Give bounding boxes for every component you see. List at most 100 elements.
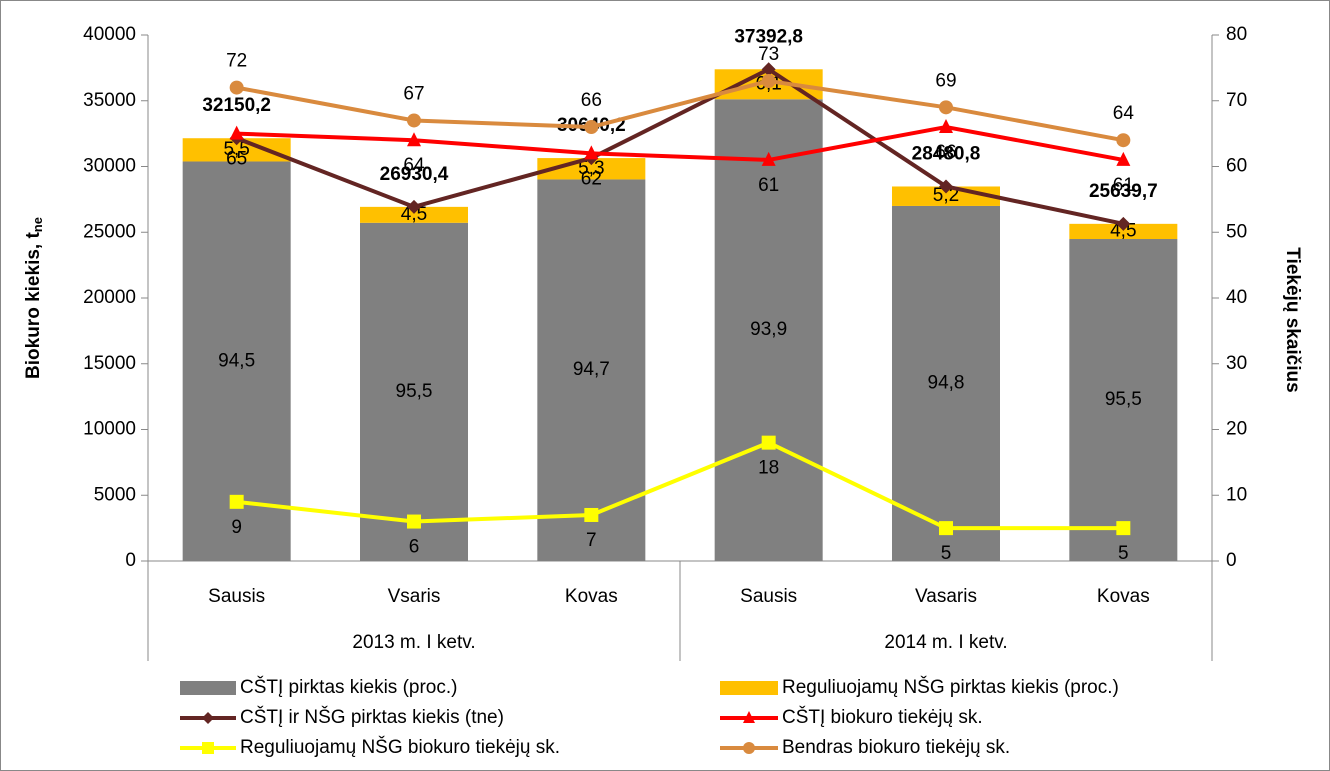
y-tick-label: 35000 (83, 90, 136, 111)
line-marker (1116, 521, 1131, 536)
bar-label: 5,3 (578, 158, 604, 179)
line-label: 9 (231, 517, 242, 538)
line-marker (229, 80, 244, 95)
line-label: 5 (1118, 543, 1129, 564)
line-marker (407, 132, 421, 147)
x-tick-label: Kovas (565, 586, 618, 607)
legend-marker (202, 712, 214, 724)
legend-swatch (720, 681, 778, 695)
line-series (236, 440, 1124, 531)
bar-label: 94,7 (573, 359, 610, 380)
x-tick-label: Sausis (208, 586, 265, 607)
x-tick-label: Kovas (1097, 586, 1150, 607)
legend-label: Bendras biokuro tiekėjų sk. (782, 737, 1010, 758)
y-tick-label: 25000 (83, 221, 136, 242)
bar-label: 4,5 (401, 204, 427, 225)
legend-label: CŠTĮ pirktas kiekis (proc.) (240, 676, 457, 698)
line-label: 61 (1113, 175, 1134, 196)
legend-swatch (180, 681, 236, 695)
line-series (235, 67, 1124, 226)
legend-marker (743, 711, 755, 723)
line-label: 28480,8 (912, 143, 981, 164)
line-marker (761, 151, 776, 166)
bar-label: 94,5 (218, 350, 255, 371)
line-marker (407, 113, 421, 128)
line-label: 69 (935, 70, 956, 91)
line-marker (939, 179, 953, 194)
bar-label: 95,5 (1105, 389, 1142, 410)
line-series (236, 125, 1124, 162)
line-label: 64 (403, 155, 425, 176)
y2-tick-label: 0 (1226, 550, 1237, 571)
line-marker (229, 125, 244, 140)
line-label: 73 (758, 44, 779, 65)
line-marker (939, 521, 953, 536)
bar-label: 4,5 (1110, 220, 1136, 241)
line-label: 7 (586, 530, 597, 551)
line-series (236, 79, 1124, 143)
bar-segment (182, 161, 291, 561)
legend-label: Reguliuojamų NŠG pirktas kiekis (proc.) (782, 676, 1119, 698)
y2-tick-label: 50 (1226, 221, 1247, 242)
line-label: 37392,8 (734, 26, 803, 47)
line-label: 61 (758, 175, 779, 196)
legend-label: Reguliuojamų NŠG biokuro tiekėjų sk. (240, 736, 560, 758)
legend-marker (202, 742, 214, 754)
line-label: 26930,4 (380, 164, 449, 185)
y-tick-label: 5000 (94, 484, 136, 505)
line-label: 66 (935, 142, 956, 163)
line-marker (584, 507, 599, 522)
line-marker (1116, 216, 1131, 231)
line-marker (761, 435, 776, 450)
y2-tick-label: 30 (1226, 353, 1247, 374)
y-tick-label: 20000 (83, 287, 136, 308)
y-axis-title-sub: ne (30, 217, 45, 232)
bar-label: 94,8 (928, 372, 965, 393)
line-marker (407, 199, 421, 214)
bar-segment (360, 206, 468, 223)
line-label: 6 (409, 537, 420, 558)
y2-tick-label: 70 (1226, 90, 1247, 111)
line-label: 66 (581, 90, 602, 111)
bar-segment (537, 179, 646, 562)
bar-segment (1069, 239, 1178, 561)
bar-label: 93,9 (750, 319, 787, 340)
group-label: 2013 m. I ketv. (352, 632, 475, 653)
line-label: 5 (941, 543, 952, 564)
y-tick-label: 15000 (83, 353, 136, 374)
y-tick-label: 10000 (83, 419, 136, 440)
y2-tick-label: 60 (1226, 156, 1247, 177)
y2-tick-label: 40 (1226, 287, 1247, 308)
line-marker (939, 100, 953, 115)
bar-segment (182, 138, 291, 162)
y-tick-label: 0 (125, 550, 136, 571)
y2-tick-label: 80 (1226, 24, 1247, 45)
bar-segment (360, 222, 468, 561)
group-label: 2014 m. I ketv. (884, 632, 1007, 653)
line-marker (229, 494, 244, 509)
bar-label: 95,5 (396, 381, 433, 402)
y2-axis-title: Tiekėjų skaičius (1282, 247, 1303, 392)
bar-label: 5,2 (933, 185, 959, 206)
line-label: 64 (1113, 103, 1135, 124)
line-marker (584, 120, 599, 135)
line-marker (761, 74, 776, 89)
x-tick-label: Sausis (740, 586, 797, 607)
bar-segment (714, 99, 823, 562)
line-label: 25639,7 (1089, 181, 1158, 202)
line-label: 32150,2 (202, 95, 271, 116)
legend-label: CŠTĮ biokuro tiekėjų sk. (782, 706, 983, 728)
y2-tick-label: 10 (1226, 484, 1247, 505)
line-marker (1116, 151, 1131, 166)
y-tick-label: 40000 (83, 24, 136, 45)
legend-marker (743, 742, 755, 754)
legend-label: CŠTĮ ir NŠG pirktas kiekis (tne) (240, 706, 504, 728)
line-label: 72 (226, 51, 247, 72)
line-label: 62 (581, 168, 602, 189)
line-marker (761, 62, 776, 77)
x-tick-label: Vsaris (388, 586, 441, 607)
line-label: 18 (758, 458, 779, 479)
x-tick-label: Vasaris (915, 586, 977, 607)
